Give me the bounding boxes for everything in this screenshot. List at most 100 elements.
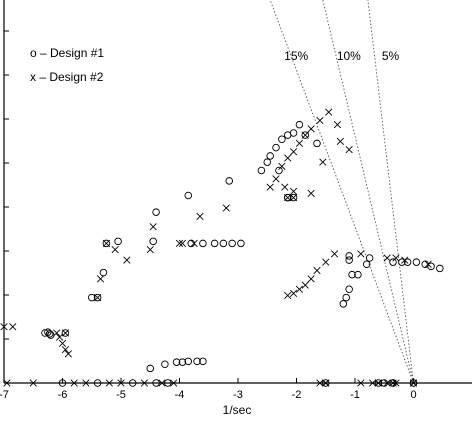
point-overlap [93,293,102,302]
point-design-2 [111,246,119,254]
x-tick-labels: -7 -6 -5 -4 -3 -2 -1 0 [0,389,417,401]
point-design-2-stroke [278,162,286,170]
point-design-2 [96,275,105,283]
point-design-2-stroke [29,379,37,387]
point-design-1 [427,262,435,271]
point-design-2-stroke [368,379,377,387]
point-design-2 [330,250,339,258]
point-design-2-stroke [295,285,304,293]
point-design-2-stroke [289,289,298,298]
point-design-2-stroke [307,189,315,198]
point-design-1 [161,360,169,369]
point-design-2-stroke [96,275,105,283]
point-design-1 [128,379,137,387]
point-overlap-stroke [389,379,397,387]
point-design-2 [178,239,187,248]
x-tick-label: 0 [410,389,416,401]
point-design-2-stroke [140,379,149,387]
point-design-2 [196,212,204,220]
point-design-1 [354,270,362,279]
point-design-2-stroke [383,379,391,387]
point-design-2-stroke [357,379,365,387]
point-design-1 [178,358,187,366]
point-design-1 [199,239,207,248]
point-design-1 [237,239,245,248]
point-design-1 [87,293,96,302]
point-design-2-stroke [325,108,333,116]
point-design-2 [3,379,11,387]
data-points [0,108,444,387]
point-design-2 [383,379,391,387]
point-design-2 [58,339,67,348]
point-overlap-stroke [409,379,418,387]
point-overlap [322,379,330,387]
point-design-2 [53,329,61,337]
point-design-1 [172,358,181,366]
point-design-2 [295,285,304,293]
point-design-1 [301,131,310,139]
point-overlap-circle [409,379,418,387]
x-tick-label: -5 [116,389,126,401]
point-design-2-stroke [319,158,327,166]
point-design-1 [345,285,353,294]
point-design-2 [0,323,8,331]
point-design-2-stroke [222,204,230,212]
point-design-1 [210,239,219,248]
point-overlap-stroke [61,329,70,337]
point-overlap-circle [374,379,383,387]
point-design-1 [146,364,154,373]
damping-line [322,0,414,384]
point-design-1 [266,152,274,160]
point-design-1 [219,239,228,248]
point-design-1 [362,260,371,269]
point-design-1 [313,139,321,148]
point-design-2 [333,121,342,129]
point-overlap [389,379,397,387]
point-overlap [283,193,292,202]
point-design-2 [29,379,37,387]
point-design-2-stroke [322,258,330,266]
point-design-1 [389,258,397,266]
point-design-2 [281,183,289,191]
point-design-2-stroke [70,379,78,387]
point-design-2 [357,250,365,258]
point-design-2 [313,266,321,275]
point-design-2-stroke [301,281,309,289]
point-design-2 [64,350,72,358]
point-overlap-stroke [93,293,102,302]
damping-line [367,0,414,384]
point-design-2 [170,379,178,387]
point-design-2-stroke [266,183,274,191]
point-design-1 [342,293,350,302]
point-design-2 [284,154,292,162]
point-design-2 [345,146,353,154]
point-design-2 [222,204,230,212]
damping-label: 5% [382,49,400,63]
point-design-2 [117,379,125,387]
point-design-2 [322,258,330,266]
damping-lines: 15% 10% 5% [269,0,414,384]
point-design-2-stroke [111,246,119,254]
point-overlap-stroke [102,239,110,248]
point-overlap-circle [283,193,292,202]
x-tick-label: -2 [292,389,302,401]
point-design-1 [93,379,102,387]
point-design-2 [123,256,131,264]
point-design-2-stroke [295,139,304,148]
point-design-2 [295,139,304,148]
point-design-2-stroke [82,379,90,387]
point-design-1 [412,258,421,266]
point-design-2 [383,254,391,262]
point-design-1 [184,357,193,366]
point-overlap-circle [102,239,111,248]
point-design-2-stroke [170,379,178,387]
point-overlap [61,329,70,337]
point-design-2 [307,125,315,133]
point-design-2-stroke [336,137,344,145]
point-design-2 [357,379,365,387]
point-overlap [102,239,111,248]
x-tick-label: -6 [58,389,68,401]
point-design-2 [266,183,274,191]
x-tick-label: -3 [233,389,243,401]
point-design-1 [295,120,304,129]
